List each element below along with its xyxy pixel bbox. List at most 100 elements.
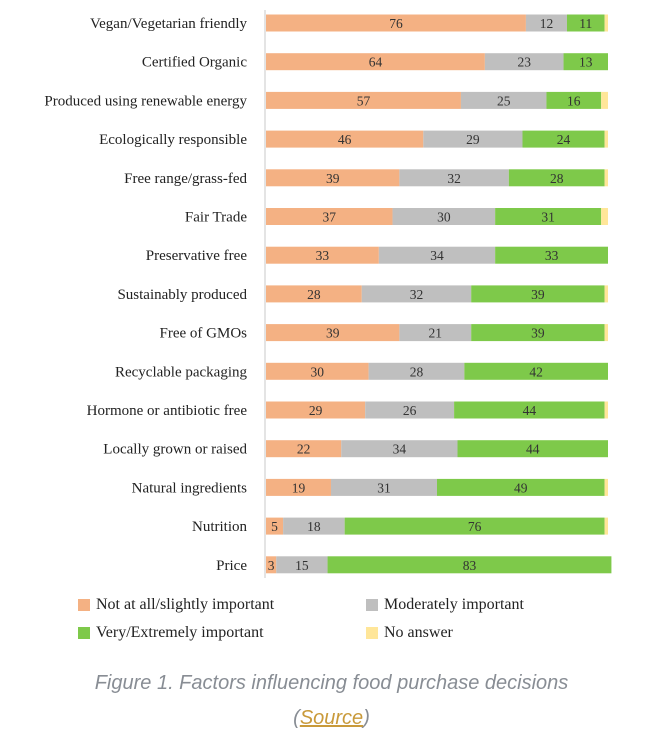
bar-segment-not-important	[266, 440, 342, 458]
bar-segment-not-important	[266, 246, 379, 264]
data-label-not-important: 39	[326, 326, 340, 341]
data-label-moderately-important: 32	[410, 287, 424, 302]
bar-segment-moderately-important	[283, 517, 345, 535]
data-label-very-important: 44	[523, 403, 537, 418]
data-label-not-important: 37	[323, 210, 337, 225]
bar-segment-moderately-important	[484, 53, 564, 71]
data-label-moderately-important: 34	[430, 248, 444, 263]
data-label-not-important: 22	[297, 442, 311, 457]
legend-label-no-answer: No answer	[384, 624, 453, 641]
source-link[interactable]: Source	[299, 707, 364, 729]
bar-segment-moderately-important	[368, 362, 465, 380]
legend: Not at all/slightly important Moderately…	[78, 596, 638, 648]
data-label-not-important: 33	[316, 248, 330, 263]
category-label: Nutrition	[192, 519, 247, 535]
data-label-not-important: 3	[268, 558, 275, 573]
data-label-very-important: 76	[468, 519, 482, 534]
legend-item-not-important: Not at all/slightly important	[78, 596, 274, 614]
caption-source-close: )	[363, 707, 370, 729]
data-label-moderately-important: 28	[410, 364, 424, 379]
bar-segment-not-important	[266, 517, 284, 535]
category-label: Natural ingredients	[132, 480, 248, 496]
bar-segment-very-important	[563, 53, 608, 71]
data-label-not-important: 29	[309, 403, 323, 418]
bar-segment-moderately-important	[399, 169, 509, 187]
bar-segment-very-important	[546, 91, 602, 109]
bar-segment-very-important	[508, 169, 605, 187]
bar-segment-not-important	[266, 169, 400, 187]
category-label: Fair Trade	[185, 210, 247, 226]
data-label-very-important: 83	[463, 558, 477, 573]
bar-segment-no-answer	[604, 14, 608, 32]
caption-source-open: (	[293, 707, 300, 729]
data-label-moderately-important: 34	[393, 442, 407, 457]
legend-swatch-moderately-important	[366, 599, 378, 611]
category-label: Recyclable packaging	[115, 364, 248, 380]
data-label-not-important: 28	[307, 287, 321, 302]
legend-label-moderately-important: Moderately important	[384, 596, 524, 613]
bar-segment-moderately-important	[399, 324, 472, 342]
category-label: Preservative free	[146, 248, 248, 264]
data-label-moderately-important: 31	[377, 480, 391, 495]
bar-segment-moderately-important	[365, 401, 455, 419]
bar-segment-not-important	[266, 91, 461, 109]
bar-segment-moderately-important	[276, 556, 328, 574]
legend-item-very-important: Very/Extremely important	[78, 624, 264, 642]
data-label-not-important: 5	[271, 519, 278, 534]
bar-segment-not-important	[266, 208, 393, 225]
bar-segment-not-important	[266, 362, 369, 380]
legend-item-no-answer: No answer	[366, 624, 453, 642]
data-label-very-important: 39	[531, 326, 545, 341]
data-label-very-important: 16	[567, 93, 581, 108]
legend-item-moderately-important: Moderately important	[366, 596, 524, 614]
bar-segment-not-important	[266, 130, 424, 148]
bar-segment-not-important	[266, 401, 366, 419]
bar-segment-very-important	[454, 401, 605, 419]
legend-swatch-very-important	[78, 627, 90, 639]
bar-segment-moderately-important	[341, 440, 458, 458]
caption-source-line: (Source)	[0, 701, 663, 736]
bar-segment-very-important	[566, 14, 605, 32]
bar-segment-moderately-important	[423, 130, 523, 148]
bar-segment-no-answer	[604, 324, 608, 342]
category-label: Locally grown or raised	[103, 442, 247, 458]
bar-segment-very-important	[471, 285, 605, 303]
bar-segment-very-important	[522, 130, 605, 148]
data-label-not-important: 57	[357, 93, 371, 108]
data-label-not-important: 46	[338, 132, 352, 147]
data-label-moderately-important: 26	[403, 403, 417, 418]
bar-segment-no-answer	[604, 401, 608, 419]
data-label-very-important: 13	[579, 55, 593, 70]
data-label-moderately-important: 12	[540, 16, 554, 31]
category-label: Vegan/Vegetarian friendly	[90, 16, 248, 32]
bar-segment-no-answer	[604, 169, 608, 187]
data-label-moderately-important: 21	[429, 326, 443, 341]
data-label-moderately-important: 25	[497, 93, 511, 108]
data-label-moderately-important: 18	[307, 519, 321, 534]
bar-segment-moderately-important	[460, 91, 547, 109]
category-label: Produced using renewable energy	[44, 93, 247, 109]
category-label: Sustainably produced	[117, 287, 247, 303]
data-label-not-important: 19	[292, 480, 306, 495]
data-label-moderately-important: 29	[466, 132, 480, 147]
data-label-moderately-important: 23	[517, 55, 531, 70]
bar-segment-moderately-important	[525, 14, 567, 32]
caption-title: Figure 1. Factors influencing food purch…	[94, 672, 569, 694]
bar-segment-very-important	[327, 556, 612, 574]
figure-caption: Figure 1. Factors influencing food purch…	[0, 666, 663, 736]
bar-segment-very-important	[495, 208, 602, 225]
category-label: Certified Organic	[142, 55, 247, 71]
bar-segment-no-answer	[601, 91, 608, 109]
data-label-moderately-important: 15	[295, 558, 309, 573]
bar-segment-no-answer	[604, 517, 608, 535]
data-label-moderately-important: 32	[447, 171, 461, 186]
bar-segment-not-important	[266, 14, 526, 32]
data-label-very-important: 44	[526, 442, 540, 457]
category-label: Free range/grass-fed	[124, 171, 247, 187]
bar-segment-moderately-important	[378, 246, 496, 264]
bar-segment-moderately-important	[330, 478, 437, 496]
data-label-moderately-important: 30	[437, 210, 451, 225]
bar-segment-not-important	[266, 285, 362, 303]
bar-segment-very-important	[437, 478, 605, 496]
data-label-very-important: 39	[531, 287, 545, 302]
